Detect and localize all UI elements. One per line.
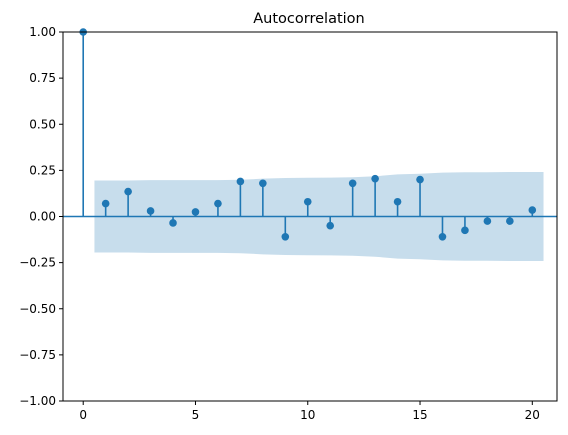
stem-marker-lag-9 xyxy=(281,232,290,241)
stem-marker-lag-19 xyxy=(506,217,514,225)
stem-marker-lag-5 xyxy=(191,208,200,216)
stem-marker-lag-12 xyxy=(348,179,357,188)
y-tick-label: 0.25 xyxy=(29,163,56,177)
axes: 0 5 10 15 20 −1.00 −0.75 −0.50 −0.25 0.00 0.25 0.50… xyxy=(19,25,558,422)
x-tick-label: 15 xyxy=(412,408,427,422)
y-tick-label: 0.50 xyxy=(29,117,56,131)
x-tick-label: 10 xyxy=(300,408,315,422)
stem-marker-lag-15 xyxy=(416,175,424,184)
y-tick-label: −0.25 xyxy=(19,256,56,270)
stem-marker-lag-3 xyxy=(146,207,155,215)
stem-marker-lag-10 xyxy=(303,197,312,206)
stem-marker-lag-6 xyxy=(214,199,222,208)
stem-marker-lag-13 xyxy=(371,174,379,183)
stem-marker-lag-14 xyxy=(393,197,402,206)
stem-marker-lag-1 xyxy=(101,199,110,208)
y-tick-label: −1.00 xyxy=(19,394,56,408)
y-tick-label: −0.50 xyxy=(19,302,56,316)
chart-title: Autocorrelation xyxy=(253,11,364,27)
x-tick-label: 20 xyxy=(525,408,540,422)
stem-marker-lag-7 xyxy=(236,177,245,186)
y-tick-label: 1.00 xyxy=(29,25,56,39)
stem-marker-lag-16 xyxy=(438,232,447,241)
stem-marker-lag-11 xyxy=(326,221,335,230)
y-tick-label: 0.75 xyxy=(29,71,56,85)
stem-marker-lag-2 xyxy=(124,187,132,196)
y-tick-label: −0.75 xyxy=(19,348,56,362)
y-tick-label: 0.00 xyxy=(29,210,56,224)
stem-layer xyxy=(63,28,557,241)
stem-marker-lag-20 xyxy=(528,206,537,214)
stem-marker-lag-18 xyxy=(483,217,492,225)
x-tick-label: 0 xyxy=(79,408,87,422)
stem-marker-lag-4 xyxy=(169,219,177,227)
stem-marker-lag-17 xyxy=(461,226,469,235)
x-tick-label: 5 xyxy=(192,408,200,422)
stem-marker-lag-8 xyxy=(259,179,267,188)
